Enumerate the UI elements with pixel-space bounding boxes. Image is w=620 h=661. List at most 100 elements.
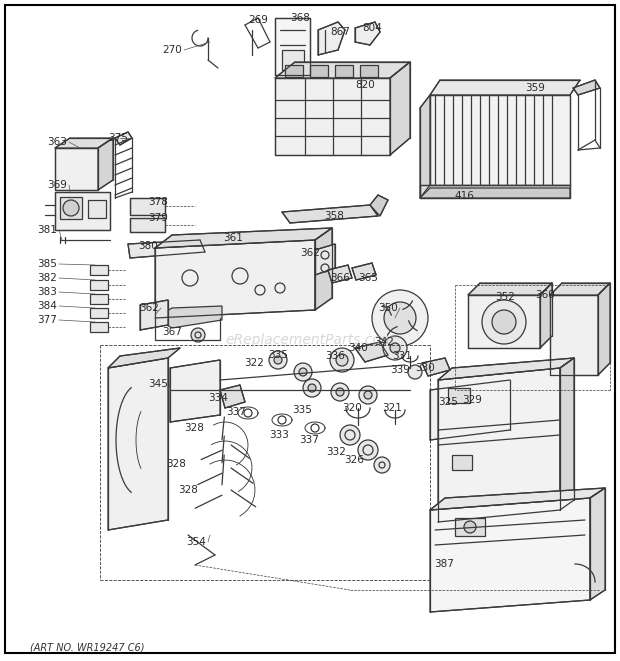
Circle shape [63, 200, 79, 216]
Circle shape [294, 363, 312, 381]
Text: 354: 354 [186, 537, 206, 547]
Bar [282, 50, 304, 70]
Text: 358: 358 [324, 211, 344, 221]
Text: 335: 335 [292, 405, 312, 415]
Text: 367: 367 [162, 327, 182, 337]
Text: 330: 330 [415, 363, 435, 373]
Text: 359: 359 [525, 83, 545, 93]
Circle shape [359, 386, 377, 404]
Text: 328: 328 [184, 423, 204, 433]
Text: 387: 387 [434, 559, 454, 569]
Text: 335: 335 [268, 350, 288, 360]
Text: 385: 385 [37, 259, 57, 269]
Text: 804: 804 [362, 23, 382, 33]
Polygon shape [430, 488, 605, 510]
Bar [285, 65, 303, 77]
Text: 375: 375 [108, 133, 128, 143]
Bar [335, 65, 353, 77]
Text: 322: 322 [244, 358, 264, 368]
Polygon shape [55, 192, 110, 230]
Bar [440, 395, 465, 413]
Bar [360, 65, 378, 77]
Polygon shape [540, 283, 552, 348]
Circle shape [331, 383, 349, 401]
Text: 336: 336 [325, 351, 345, 361]
Text: 340: 340 [348, 343, 368, 353]
Polygon shape [355, 342, 388, 362]
Polygon shape [598, 283, 610, 375]
Text: 384: 384 [37, 301, 57, 311]
Bar [90, 322, 108, 332]
Text: 360: 360 [535, 290, 555, 300]
Polygon shape [315, 244, 335, 275]
Text: eReplacementParts.com: eReplacementParts.com [225, 333, 395, 347]
Polygon shape [128, 240, 205, 258]
Text: 270: 270 [162, 45, 182, 55]
Circle shape [383, 336, 407, 360]
Polygon shape [115, 132, 132, 145]
Polygon shape [420, 185, 570, 198]
Polygon shape [315, 228, 332, 310]
Polygon shape [420, 188, 570, 198]
Text: 350: 350 [378, 303, 398, 313]
Text: 366: 366 [330, 273, 350, 283]
Circle shape [269, 351, 287, 369]
Polygon shape [352, 263, 376, 280]
Polygon shape [318, 22, 345, 55]
Polygon shape [468, 283, 552, 295]
Polygon shape [355, 22, 380, 45]
Circle shape [492, 310, 516, 334]
Circle shape [374, 457, 390, 473]
Polygon shape [98, 138, 113, 190]
Polygon shape [108, 358, 168, 530]
Text: 381: 381 [37, 225, 57, 235]
Bar [310, 65, 328, 77]
Polygon shape [560, 358, 574, 510]
Polygon shape [275, 18, 310, 75]
Text: 378: 378 [148, 197, 168, 207]
Polygon shape [155, 228, 332, 248]
Circle shape [303, 379, 321, 397]
Polygon shape [220, 385, 245, 408]
Circle shape [308, 384, 316, 392]
Text: 362: 362 [139, 303, 159, 313]
Text: 320: 320 [342, 403, 362, 413]
Polygon shape [130, 218, 165, 232]
Text: 329: 329 [462, 395, 482, 405]
Text: 331: 331 [392, 351, 412, 361]
Bar [60, 197, 82, 219]
Polygon shape [140, 300, 168, 330]
Bar [88, 200, 106, 218]
Text: 328: 328 [166, 459, 186, 469]
Polygon shape [370, 195, 388, 216]
Text: 326: 326 [344, 455, 364, 465]
Text: 362: 362 [300, 248, 320, 258]
Polygon shape [55, 138, 113, 148]
Text: 332: 332 [326, 447, 346, 457]
Text: 867: 867 [330, 27, 350, 37]
Circle shape [191, 328, 205, 342]
Polygon shape [275, 78, 390, 155]
Circle shape [482, 300, 526, 344]
Bar [90, 265, 108, 275]
Bar [90, 308, 108, 318]
Polygon shape [275, 62, 410, 78]
Text: 365: 365 [358, 273, 378, 283]
Text: 321: 321 [382, 403, 402, 413]
Bar [90, 280, 108, 290]
Text: 369: 369 [47, 180, 67, 190]
Polygon shape [430, 95, 570, 185]
Text: 334: 334 [208, 393, 228, 403]
Text: 328: 328 [178, 485, 198, 495]
Text: 382: 382 [37, 273, 57, 283]
Text: 325: 325 [438, 397, 458, 407]
Polygon shape [420, 95, 430, 198]
Text: 416: 416 [454, 191, 474, 201]
Text: 383: 383 [37, 287, 57, 297]
Polygon shape [430, 380, 510, 440]
Text: 379: 379 [148, 213, 168, 223]
Bar [448, 388, 470, 403]
Text: 361: 361 [223, 233, 243, 243]
Bar [455, 518, 485, 536]
Text: 377: 377 [37, 315, 57, 325]
